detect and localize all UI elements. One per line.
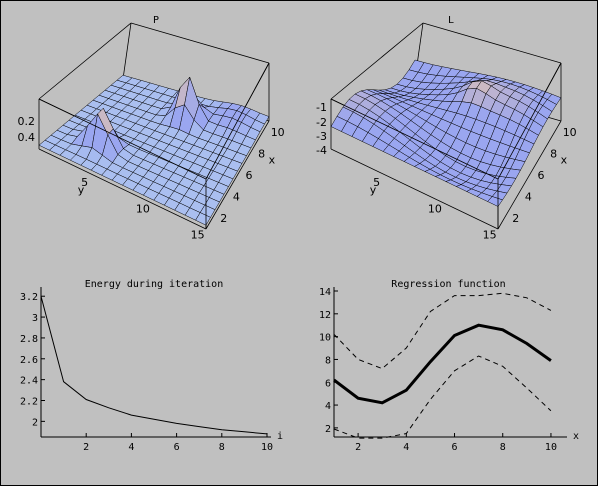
surface-p-x-label: x [269,154,276,167]
surface-p-x-tick: 2 [220,212,227,225]
surface-l-x-tick: 2 [512,212,519,225]
regression-y-tick: 4 [325,401,331,412]
surface-l-x-tick: 8 [550,147,557,160]
surface-p-box-edge [38,22,132,100]
energy-x-label: i [277,431,283,442]
energy-series-0-line [40,296,268,435]
energy-y-tick: 2.8 [20,334,38,345]
surface-l-y-tick: 10 [428,202,442,215]
regression-y-tick: 14 [319,287,331,298]
surface-l-x-tick: 6 [538,169,545,182]
regression-series-0-line [333,323,552,405]
energy-y-tick: 2.2 [20,397,38,408]
regression-y-tick: 2 [325,424,331,435]
energy-y-tick: 3 [32,313,38,324]
surface-l-x-tick: 4 [525,191,532,204]
regression-x-tick: 2 [355,442,361,453]
surface-p-z-tick: 0.4 [18,131,36,144]
energy-y-tick: 3.2 [20,292,38,303]
surface-l-box-edge [330,22,424,100]
regression-series-1-line [333,292,552,370]
regression-y-tick: 12 [319,310,331,321]
regression-series-2-line [333,355,552,439]
surface-p-y-tick: 10 [136,202,150,215]
surface-p-z-tick: 0.2 [18,115,36,128]
surface-l-box-edge [330,98,499,180]
surface-l-y-tick: 5 [373,176,380,189]
surface-l-title: L [448,15,454,26]
surface-p-x-tick: 6 [246,169,253,182]
surface-l-mesh [330,59,562,207]
surface-p-y-tick: 15 [191,228,205,241]
surface-p-box-edge [205,120,270,230]
regression-x-tick: 6 [452,442,458,453]
surface-l-x-label: x [561,154,568,167]
surface-p-x-tick: 10 [271,126,285,139]
energy-x-tick: 6 [174,442,180,453]
surface-p-x-tick: 8 [258,147,265,160]
regression-x-label: x [573,431,579,442]
surface-l-x-tick: 10 [563,126,577,139]
surface-p-patch [195,212,211,226]
regression-x-tick: 8 [500,442,506,453]
surface-l-z-tick: -4 [316,144,327,157]
regression-x-tick: 4 [403,442,409,453]
energy-x-tick: 10 [261,442,273,453]
energy-x-tick: 2 [83,442,89,453]
energy-y-tick: 2.4 [20,376,38,387]
surface-l-box-edge [422,22,562,64]
surface-p-mesh [38,74,270,226]
energy-x-tick: 8 [219,442,225,453]
surface-l-y-label: y [370,183,377,196]
energy-x-tick: 4 [128,442,134,453]
regression-title: Regression function [391,279,505,290]
energy-y-tick: 2.6 [20,355,38,366]
regression-y-tick: 6 [325,378,331,389]
surface-l-z-tick: -3 [316,130,327,143]
regression-y-tick: 10 [319,333,331,344]
surface-l-z-tick: -2 [316,116,327,129]
surface-p-box-edge [130,22,270,64]
surface-p-x-tick: 4 [233,191,240,204]
energy-title: Energy during iteration [85,279,223,290]
surface-l-patch [487,196,503,207]
surface-p-box-edge [205,62,270,180]
regression-x-tick: 10 [545,442,557,453]
surface-p-box-edge [38,98,207,180]
surface-p-y-tick: 5 [81,176,88,189]
surface-l-z-tick: -1 [316,101,327,114]
surface-l-box-edge [497,62,562,180]
surface-p-title: P [153,15,159,26]
surface-p-box-edge [38,148,207,230]
energy-y-tick: 2 [32,417,38,428]
surface-p-y-label: y [78,183,85,196]
surface-l-box-edge [330,148,499,230]
surface-p-box-edge [122,22,132,80]
surface-l-y-tick: 15 [483,228,497,241]
surface-l-box-edge [497,120,562,230]
regression-y-tick: 8 [325,355,331,366]
